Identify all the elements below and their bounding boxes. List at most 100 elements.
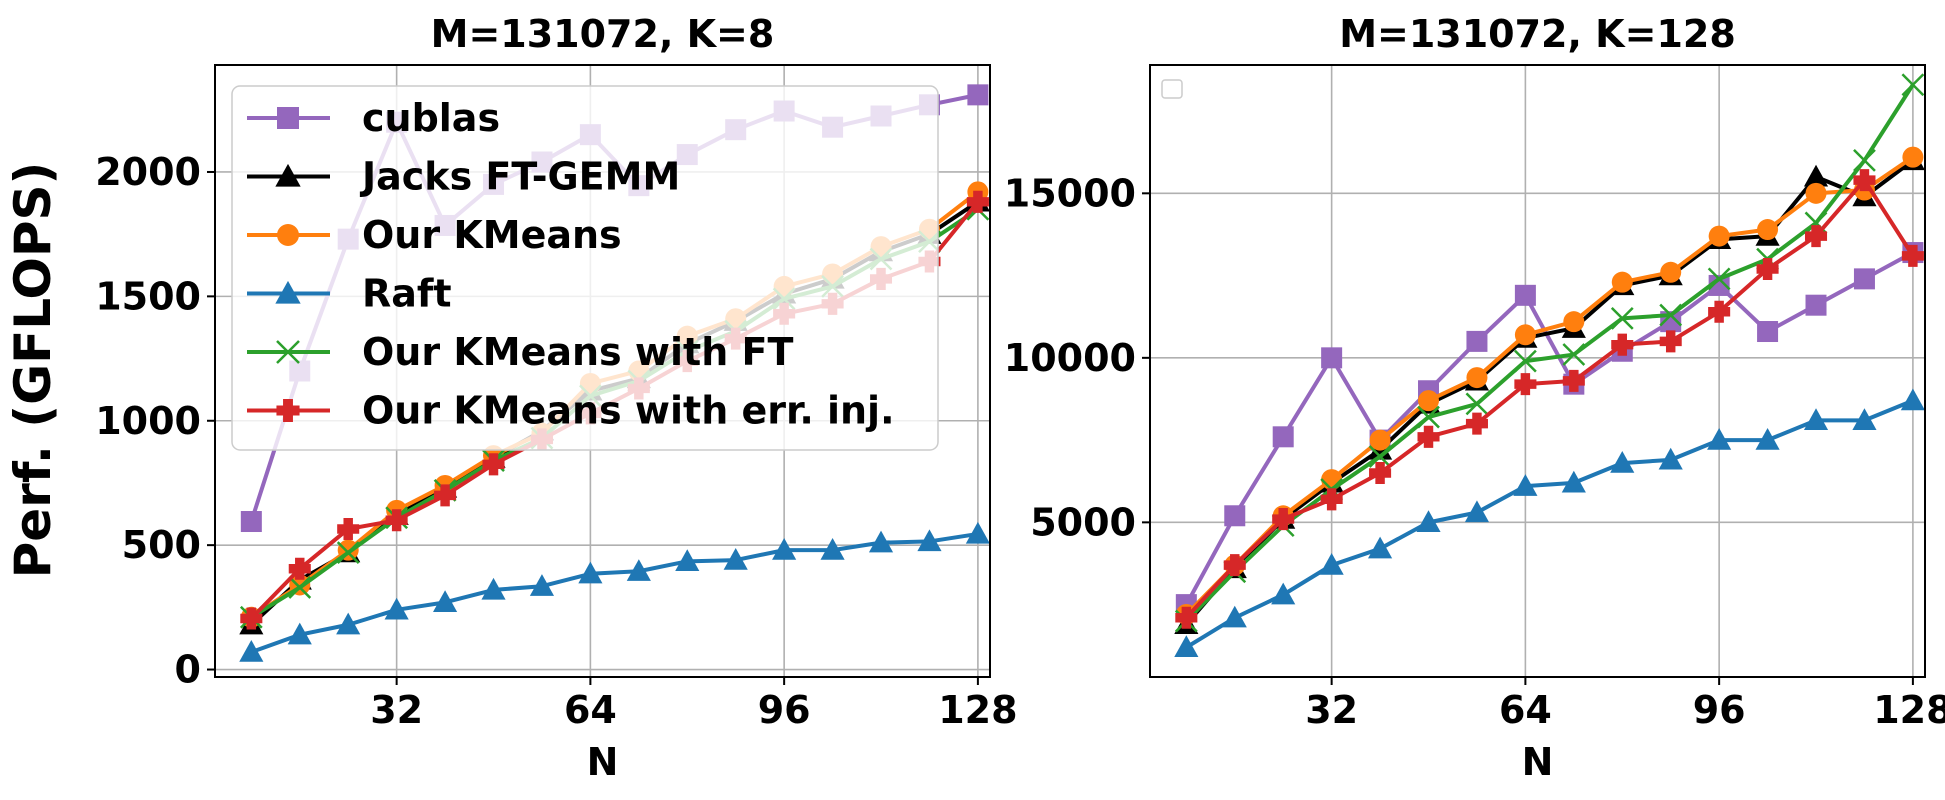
data-point [1708,274,1730,296]
x-tick-label: 96 [1693,688,1746,732]
data-point [1466,367,1488,389]
chart-title: M=131072, K=128 [1339,12,1736,56]
y-tick-label: 10000 [1004,336,1136,380]
chart-title: M=131072, K=8 [431,12,775,56]
data-point [1901,73,1925,97]
data-point [1513,474,1538,496]
x-tick-label: 128 [1873,688,1945,732]
empty-legend-box [1161,79,1183,99]
data-point [288,576,312,599]
data-point [1562,369,1585,392]
data-point [675,549,700,571]
data-point [1465,412,1488,435]
data-point [1755,428,1780,450]
data-point [1466,330,1488,352]
data-point [772,538,797,560]
legend-entry: cublas [247,96,500,140]
x-tick-label: 32 [370,688,423,732]
data-point [1321,347,1343,369]
legend-marker [276,398,300,423]
data-point [1757,321,1779,343]
data-point [1320,488,1343,511]
data-point [1417,405,1440,429]
data-point [1465,392,1489,416]
data-point [1562,343,1586,366]
x-tick-label: 96 [758,688,811,732]
data-point [482,453,505,476]
data-point [1418,390,1440,412]
x-axis-label: N [587,740,619,784]
data-point [1708,300,1731,323]
data-point [1224,505,1246,527]
legend-entry: Raft [247,272,452,316]
legend-marker [276,340,300,364]
y-tick-label: 5000 [1030,500,1136,544]
data-point [1563,311,1585,333]
data-point [1757,219,1779,241]
y-tick-label: 1500 [95,274,201,318]
data-point [1321,469,1343,491]
legend-label: Jacks FT-GEMM [359,155,680,199]
data-point [1707,267,1731,291]
data-point [287,622,312,645]
data-point [1659,330,1682,353]
legend-marker [277,107,299,129]
data-point [1756,257,1779,281]
data-point [239,640,264,662]
data-point [1271,582,1296,605]
y-tick-label: 0 [175,648,201,692]
data-point [1707,428,1732,450]
data-point [868,530,894,553]
data-point [1610,451,1635,473]
data-point [1175,606,1198,629]
data-point [240,607,263,630]
data-point [1417,425,1440,448]
data-point [967,84,989,106]
legend-marker [275,280,301,304]
data-point [1368,536,1393,559]
data-point [1514,373,1537,396]
data-point [578,561,603,584]
data-point [385,509,408,532]
data-point [1902,146,1924,168]
x-tick-label: 64 [1499,688,1552,732]
data-point [240,511,262,533]
data-point [965,521,990,544]
y-axis-label: Perf. (GFLOPS) [4,162,62,579]
data-point [1900,388,1925,411]
legend-label: Our KMeans with FT [362,330,793,374]
data-point [288,557,311,580]
data-point [1369,429,1391,451]
data-point [1174,635,1199,658]
plot-frame [214,64,991,678]
subplot-k8: M=131072, K=8 32 64 96 128 0 500 1000 1500 2000 Nc… [95,12,1017,784]
x-tick-label: 128 [938,688,1017,732]
data-point [1853,169,1876,192]
legend-label: Our KMeans with err. inj. [362,389,895,433]
data-point [1368,445,1392,468]
legend-entry: Our KMeans with FT [247,330,793,374]
data-point [966,190,989,213]
data-point [1514,324,1536,346]
data-point [1561,470,1586,493]
data-point [1611,333,1634,356]
legend-marker [275,163,301,187]
data-point [1222,605,1247,628]
x-tick-label: 32 [1305,688,1358,732]
data-point [1852,408,1877,431]
y-tick-label: 500 [122,523,201,567]
data-point [1514,349,1537,373]
series-line [1184,158,1915,626]
series-line [1185,398,1914,650]
data-point [434,484,457,507]
data-point [1416,510,1441,533]
data-point [433,590,458,613]
data-point [1610,306,1634,330]
y-tick-label: 1000 [95,399,201,443]
data-point [1514,284,1536,306]
data-point [1804,225,1828,248]
legend-box [231,85,939,451]
data-point [820,538,845,560]
data-point [1805,182,1827,204]
